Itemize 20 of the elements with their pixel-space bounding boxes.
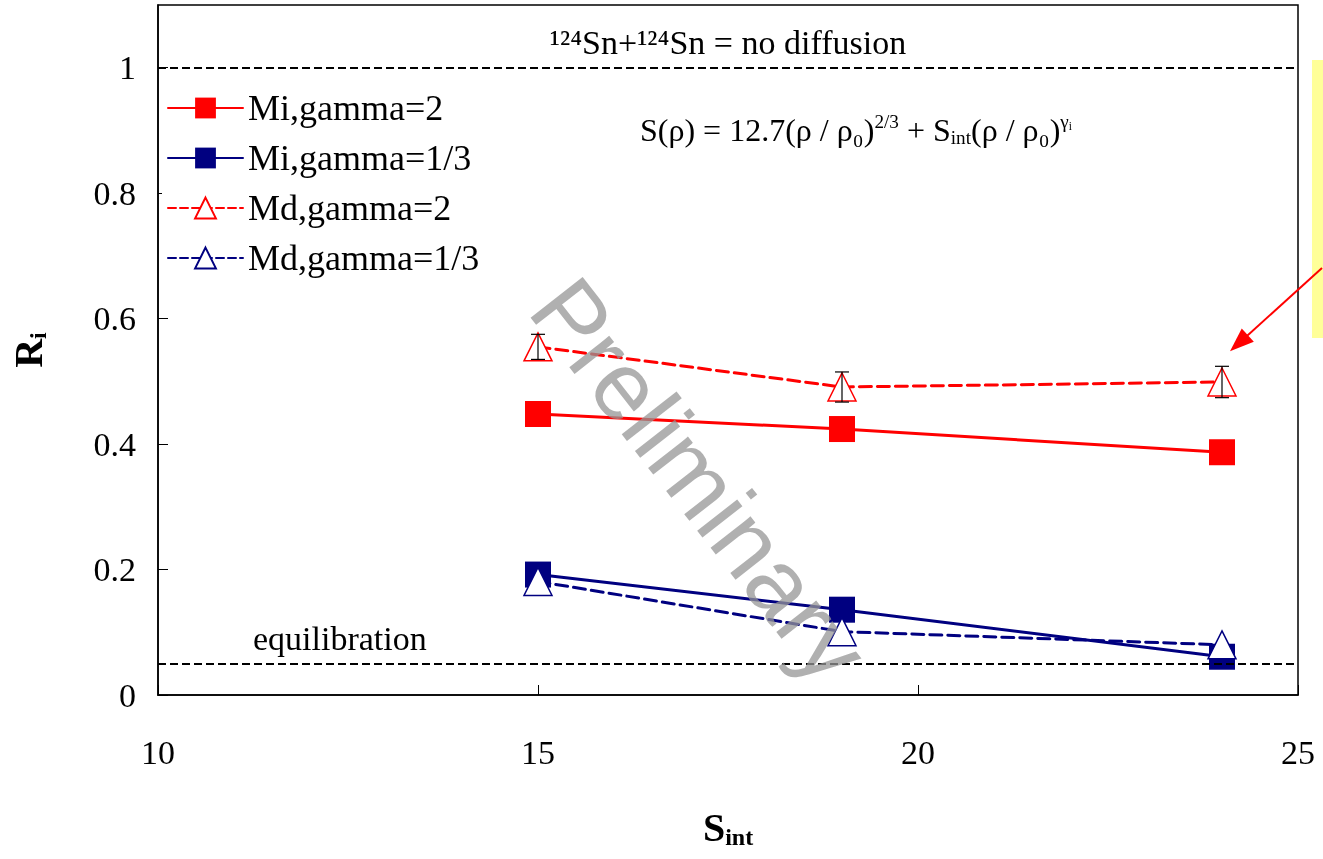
point (1207, 630, 1237, 660)
legend-label: Mi,gamma=2 (248, 88, 444, 128)
y-tick-label: 1 (119, 49, 136, 87)
x-tick-label: 10 (141, 733, 175, 771)
ref-line-label: ¹²⁴Sn+¹²⁴Sn = no diffusion (549, 24, 907, 62)
x-tick-label: 20 (901, 733, 935, 771)
y-axis-title: Ri (5, 331, 51, 368)
legend-label: Md,gamma=1/3 (248, 238, 480, 278)
x-tick-label: 15 (521, 733, 555, 771)
legend-label: Md,gamma=2 (248, 188, 452, 228)
y-tick-label: 0.6 (93, 300, 136, 338)
y-tick-label: 0.4 (93, 425, 136, 463)
ref-line-label: equilibration (253, 620, 427, 658)
x-tick-label: 25 (1281, 733, 1315, 771)
legend-label: Mi,gamma=1/3 (248, 138, 472, 178)
point (1209, 439, 1235, 466)
x-axis-title: Sint (702, 804, 754, 850)
y-tick-label: 0.8 (93, 174, 136, 212)
y-tick-label: 0.2 (93, 551, 136, 589)
y-tick-label: 0 (119, 676, 136, 714)
